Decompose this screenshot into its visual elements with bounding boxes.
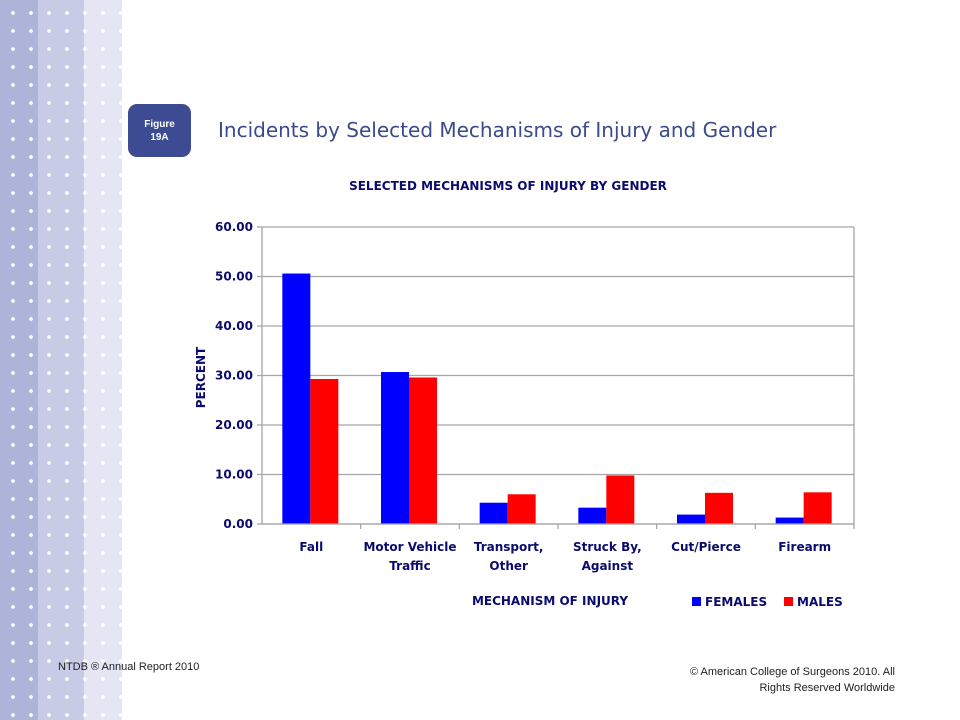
slide-title: Incidents by Selected Mechanisms of Inju… [218, 118, 777, 142]
x-category-label: Against [582, 559, 634, 573]
x-category-label: Other [489, 559, 528, 573]
x-category-label: Fall [299, 540, 323, 554]
copyright-line-2: Rights Reserved Worldwide [759, 682, 895, 694]
bar-males-0 [310, 378, 339, 524]
legend-swatch-females [692, 597, 701, 606]
x-category-label: Firearm [778, 540, 831, 554]
chart-title: SELECTED MECHANISMS OF INJURY BY GENDER [349, 179, 667, 193]
figure-badge-label: Figure [144, 118, 175, 130]
x-category-label: Motor Vehicle [363, 540, 456, 554]
y-tick-label: 0.00 [223, 517, 253, 531]
bar-males-3 [606, 475, 635, 524]
chart-container: SELECTED MECHANISMS OF INJURY BY GENDER 0… [183, 163, 866, 627]
bar-females-5 [775, 517, 804, 524]
bar-females-4 [677, 514, 705, 524]
x-axis-label: MECHANISM OF INJURY [472, 594, 628, 608]
legend-label-males: MALES [797, 595, 843, 609]
bar-females-3 [578, 507, 607, 524]
footer-report-name: NTDB ® Annual Report 2010 [58, 661, 200, 673]
legend-swatch-males [784, 597, 793, 606]
bar-males-2 [507, 494, 536, 524]
x-category-label: Transport, [474, 540, 544, 554]
y-tick-label: 20.00 [215, 418, 253, 432]
y-tick-label: 40.00 [215, 319, 253, 333]
x-category-label: Traffic [389, 559, 430, 573]
y-tick-label: 10.00 [215, 468, 253, 482]
bar-females-1 [381, 372, 409, 524]
y-tick-label: 60.00 [215, 220, 253, 234]
bar-females-0 [282, 273, 311, 524]
y-tick-label: 50.00 [215, 270, 253, 284]
bar-males-4 [705, 492, 733, 524]
bar-males-5 [803, 492, 832, 524]
dot-pattern [0, 0, 122, 720]
bar-females-2 [479, 502, 508, 524]
bar-males-1 [409, 377, 437, 524]
footer-copyright: © American College of Surgeons 2010. All… [640, 664, 895, 696]
figure-badge-number: 19A [150, 131, 169, 143]
figure-badge: Figure 19A [128, 104, 191, 157]
copyright-line-1: © American College of Surgeons 2010. All [689, 666, 895, 678]
x-category-label: Cut/Pierce [671, 540, 741, 554]
y-tick-label: 30.00 [215, 369, 253, 383]
y-axis-label: PERCENT [194, 346, 208, 408]
legend-label-females: FEMALES [705, 595, 767, 609]
decorative-side-panel [0, 0, 122, 720]
bar-chart: SELECTED MECHANISMS OF INJURY BY GENDER 0… [194, 179, 855, 609]
x-category-label: Struck By, [573, 540, 642, 554]
